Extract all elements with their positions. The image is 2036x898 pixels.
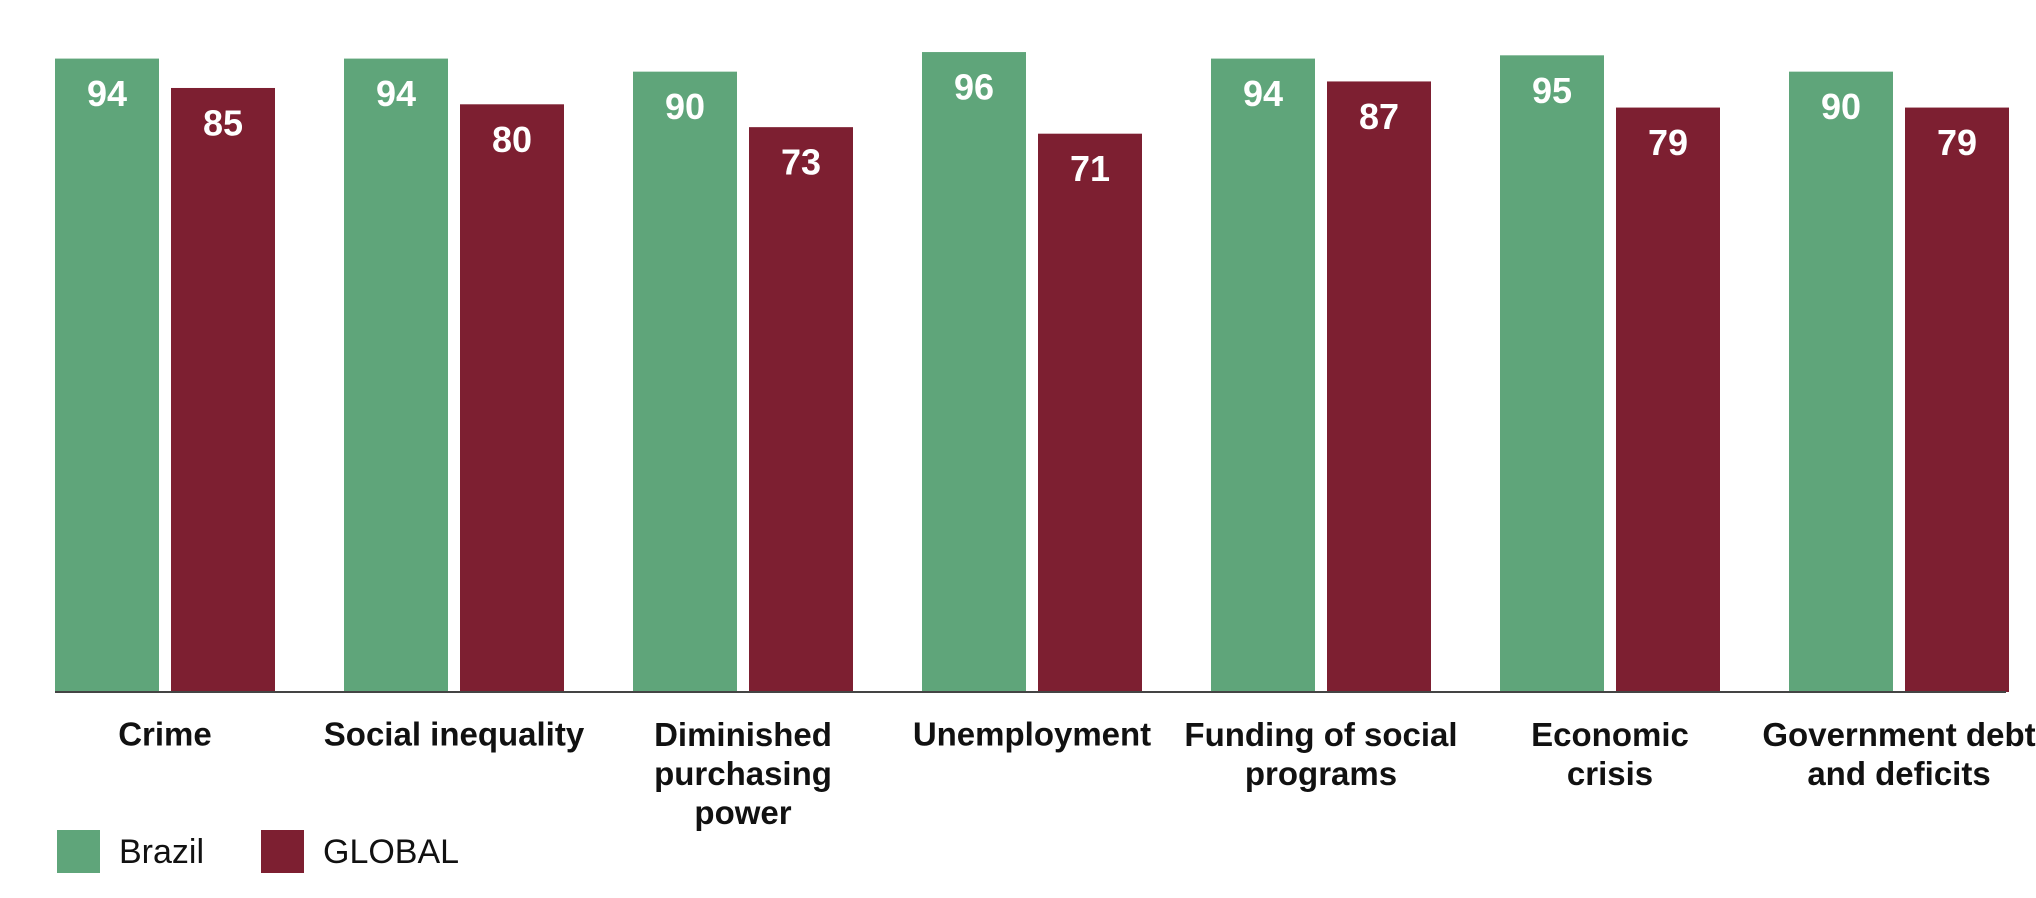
x-tick-label: Crime <box>118 716 212 753</box>
value-label: 94 <box>1243 73 1283 114</box>
bar <box>922 52 1026 693</box>
bar <box>633 71 737 692</box>
value-label: 80 <box>492 119 532 160</box>
legend-swatch <box>261 830 304 873</box>
bar <box>1211 58 1315 692</box>
bar <box>344 58 448 692</box>
bar <box>1789 71 1893 692</box>
bar <box>749 127 853 692</box>
value-label: 73 <box>781 142 821 183</box>
value-label: 90 <box>1821 86 1861 127</box>
bar <box>171 87 275 693</box>
x-tick-label: Government debt and deficits <box>1762 716 2035 792</box>
value-label: 79 <box>1937 122 1977 163</box>
value-label: 95 <box>1532 70 1572 111</box>
x-tick-label: Unemployment <box>913 716 1151 753</box>
value-label: 85 <box>203 102 243 143</box>
legend-swatch <box>57 830 100 873</box>
x-tick-label: Funding of social programs <box>1184 716 1457 792</box>
bar <box>1038 133 1142 692</box>
x-tick-label: Economic crisis <box>1531 716 1689 792</box>
legend-label: Brazil <box>119 833 204 871</box>
x-tick-label: Diminished purchasing power <box>654 716 832 831</box>
value-label: 90 <box>665 86 705 127</box>
bar <box>55 58 159 692</box>
bar <box>1327 81 1431 692</box>
value-label: 94 <box>376 73 416 114</box>
value-label: 87 <box>1359 96 1399 137</box>
bar <box>460 104 564 693</box>
value-label: 96 <box>954 67 994 108</box>
value-label: 94 <box>87 73 127 114</box>
legend-label: GLOBAL <box>323 833 459 871</box>
x-tick-label: Social inequality <box>324 716 585 753</box>
bar <box>1500 55 1604 692</box>
bar <box>1905 107 2009 692</box>
value-label: 79 <box>1648 122 1688 163</box>
bar <box>1616 107 1720 692</box>
value-label: 71 <box>1070 148 1110 189</box>
